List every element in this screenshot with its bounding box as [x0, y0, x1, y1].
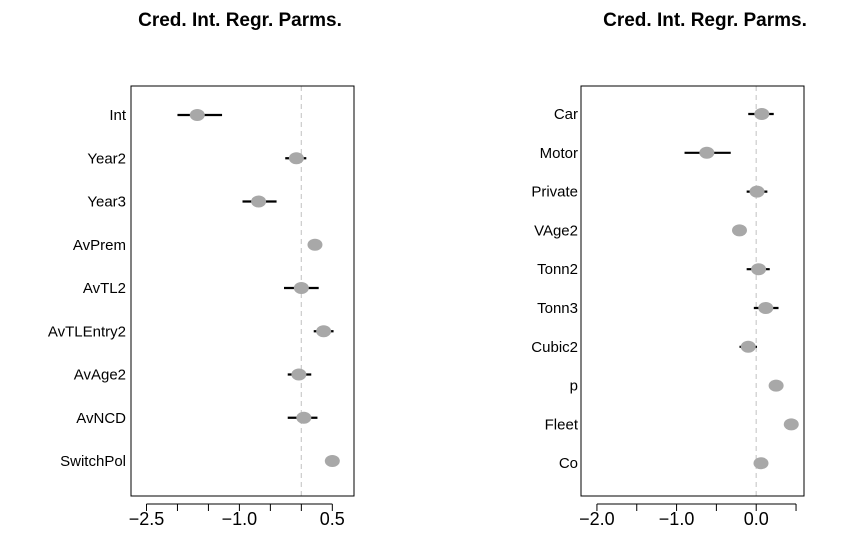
estimate-point — [783, 418, 799, 431]
left-panel: Cred. Int. Regr. Parms. −2.5 −1.0 0.5 Int Yea… — [48, 10, 355, 529]
plot-frame — [130, 85, 355, 497]
category-label: Cubic2 — [531, 339, 578, 356]
plot-frame — [580, 85, 805, 497]
x-tick-label: 0.0 — [744, 509, 769, 529]
category-label: Year3 — [87, 194, 126, 211]
right-panel: Cred. Int. Regr. Parms. −2.0 −1.0 0.0 Car Mot… — [531, 10, 807, 529]
estimate-point — [293, 282, 309, 294]
category-label: AvPrem — [73, 237, 126, 254]
category-label: Motor — [540, 145, 578, 162]
x-tick-label: −1.0 — [659, 509, 695, 529]
estimate-point — [307, 238, 323, 251]
category-label: AvAge2 — [74, 367, 126, 384]
estimate-point — [291, 368, 307, 381]
category-label: Fleet — [545, 416, 579, 433]
category-label: p — [570, 378, 578, 395]
estimate-point — [324, 455, 340, 467]
x-tick-label: −2.5 — [129, 509, 165, 529]
estimate-point — [758, 302, 774, 314]
estimate-point — [751, 263, 767, 276]
x-tick-label: −2.0 — [579, 509, 615, 529]
category-label: Tonn3 — [537, 300, 578, 317]
x-tick-label: −1.0 — [222, 509, 258, 529]
estimate-point — [740, 340, 756, 353]
category-label: Co — [559, 455, 578, 472]
category-label: AvTL2 — [83, 280, 126, 297]
estimate-point — [251, 195, 267, 208]
estimate-point — [288, 152, 304, 165]
category-label: Tonn2 — [537, 261, 578, 278]
estimate-point — [754, 108, 770, 120]
estimate-point — [753, 457, 769, 470]
category-label: Int — [109, 107, 127, 124]
category-label: AvNCD — [76, 410, 126, 427]
category-label: Car — [554, 106, 578, 123]
category-label: VAge2 — [534, 222, 578, 239]
estimate-point — [749, 185, 765, 198]
chart-title: Cred. Int. Regr. Parms. — [138, 10, 342, 31]
estimate-point — [296, 411, 312, 424]
category-label: Private — [531, 184, 578, 201]
category-label: AvTLEntry2 — [48, 323, 126, 340]
category-label: SwitchPol — [60, 453, 126, 470]
estimate-point — [699, 146, 715, 159]
category-label: Year2 — [87, 150, 126, 167]
estimate-point — [768, 379, 784, 392]
estimate-point — [316, 325, 332, 338]
chart-title: Cred. Int. Regr. Parms. — [603, 10, 807, 31]
estimate-point — [189, 109, 205, 121]
estimate-point — [731, 224, 747, 237]
x-tick-label: 0.5 — [320, 509, 345, 529]
